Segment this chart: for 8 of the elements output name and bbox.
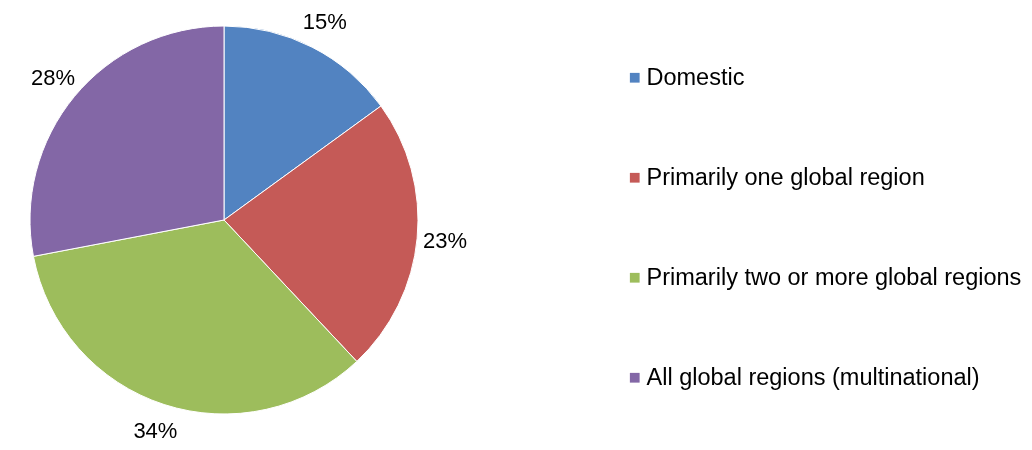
data-label: 28%	[30, 65, 75, 91]
data-label: 23%	[422, 227, 468, 253]
legend-label: Primarily one global region	[646, 163, 925, 190]
legend-label: All global regions (multinational)	[646, 363, 980, 390]
data-label: 15%	[302, 9, 347, 35]
data-label: 34%	[133, 418, 178, 444]
legend-label: Domestic	[646, 63, 745, 90]
legend-label: Primarily two or more global regions	[646, 263, 1022, 290]
